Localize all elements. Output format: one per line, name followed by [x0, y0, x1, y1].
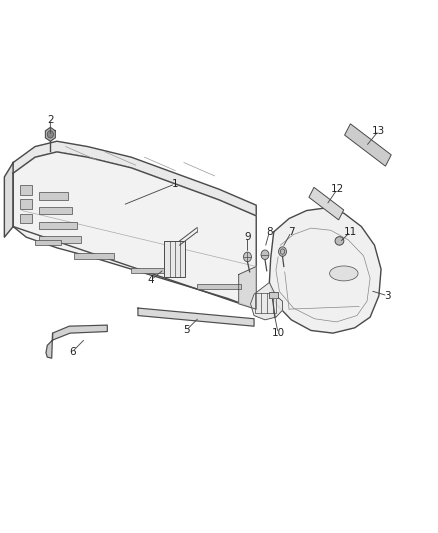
Text: 13: 13 [372, 126, 385, 135]
Ellipse shape [330, 266, 358, 281]
FancyBboxPatch shape [20, 199, 32, 209]
Polygon shape [4, 163, 13, 237]
FancyBboxPatch shape [309, 187, 344, 220]
Polygon shape [269, 208, 381, 333]
FancyBboxPatch shape [74, 253, 114, 259]
Circle shape [279, 247, 286, 256]
Polygon shape [138, 308, 254, 326]
Text: 9: 9 [244, 232, 251, 242]
Text: 2: 2 [47, 115, 54, 125]
Polygon shape [13, 141, 256, 216]
Text: 4: 4 [148, 275, 155, 285]
FancyBboxPatch shape [164, 241, 185, 277]
Polygon shape [53, 325, 107, 340]
FancyBboxPatch shape [35, 240, 61, 245]
Text: 7: 7 [288, 227, 295, 237]
Text: 6: 6 [69, 347, 76, 357]
FancyBboxPatch shape [39, 236, 81, 243]
Text: 5: 5 [183, 326, 190, 335]
Polygon shape [13, 152, 256, 309]
FancyBboxPatch shape [131, 268, 184, 273]
Polygon shape [46, 127, 55, 141]
Text: 10: 10 [272, 328, 285, 338]
Polygon shape [239, 266, 256, 309]
FancyBboxPatch shape [20, 214, 32, 223]
Circle shape [261, 250, 269, 260]
Polygon shape [46, 333, 53, 358]
Text: 12: 12 [331, 184, 344, 194]
Circle shape [244, 252, 251, 262]
Ellipse shape [335, 237, 344, 245]
Text: 11: 11 [344, 227, 357, 237]
Polygon shape [251, 282, 283, 320]
Circle shape [47, 131, 53, 138]
FancyBboxPatch shape [39, 192, 68, 200]
FancyBboxPatch shape [39, 222, 77, 229]
FancyBboxPatch shape [20, 185, 32, 195]
Text: 3: 3 [384, 291, 391, 301]
FancyBboxPatch shape [345, 124, 391, 166]
FancyBboxPatch shape [269, 292, 278, 298]
Text: 8: 8 [266, 227, 273, 237]
FancyBboxPatch shape [39, 207, 72, 214]
Text: 1: 1 [172, 179, 179, 189]
FancyBboxPatch shape [197, 284, 241, 289]
